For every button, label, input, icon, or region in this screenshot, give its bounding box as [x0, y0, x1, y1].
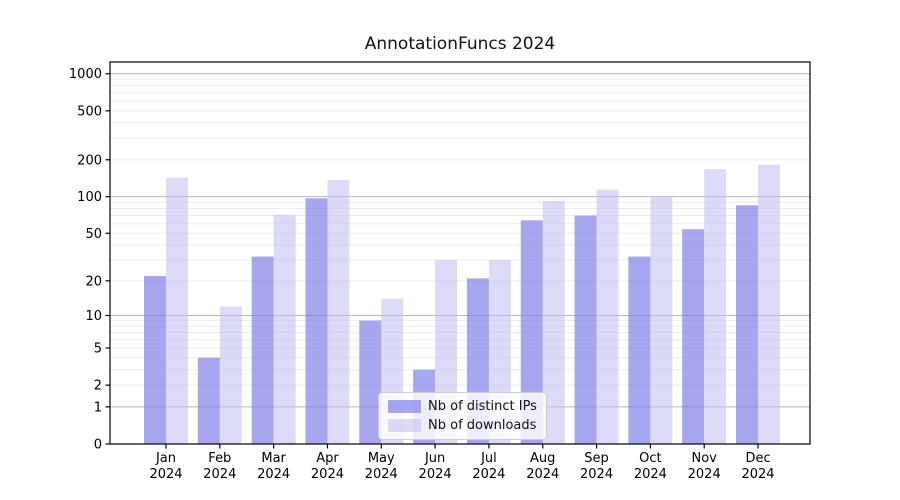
x-tick-label-year: 2024 [741, 467, 774, 482]
x-tick-label-year: 2024 [688, 467, 721, 482]
x-tick-label-year: 2024 [580, 467, 613, 482]
y-tick-label: 1000 [69, 67, 102, 82]
bar-downloads-oct [650, 196, 673, 444]
x-tick-label-month: Jan [155, 451, 176, 466]
y-tick-label: 100 [77, 190, 102, 205]
x-tick-label-year: 2024 [526, 467, 559, 482]
x-tick-label-year: 2024 [365, 467, 398, 482]
x-tick-label-year: 2024 [149, 467, 182, 482]
y-tick-label: 1 [94, 400, 102, 415]
x-tick-label-month: Mar [261, 451, 286, 466]
x-tick-label-month: Dec [745, 451, 770, 466]
bar-distinct-ips-jan [144, 275, 166, 444]
plot-border [109, 61, 811, 445]
bar-distinct-ips-dec [736, 205, 759, 444]
bar-distinct-ips-mar [251, 256, 274, 444]
bar-distinct-ips-apr [305, 198, 328, 444]
bar-downloads-sep [596, 189, 619, 444]
y-tick-label: 500 [77, 104, 102, 119]
y-tick-label: 2 [94, 379, 102, 394]
x-tick-label-year: 2024 [203, 467, 236, 482]
bar-distinct-ips-oct [628, 256, 651, 444]
y-tick-label: 20 [85, 274, 102, 289]
x-tick-label-year: 2024 [257, 467, 290, 482]
x-tick-label-month: Nov [692, 451, 718, 466]
y-tick-label: 10 [85, 309, 102, 324]
x-tick-label-year: 2024 [419, 467, 452, 482]
bar-downloads-mar [273, 214, 296, 444]
legend-item-downloads: Nb of downloads [388, 418, 537, 433]
x-tick-label-month: Jul [480, 451, 497, 466]
legend-label-distinct-ips: Nb of distinct IPs [428, 399, 537, 414]
x-tick-label-year: 2024 [472, 467, 505, 482]
bar-distinct-ips-sep [574, 215, 597, 444]
x-tick-label-month: Apr [316, 451, 339, 466]
bar-distinct-ips-nov [682, 229, 705, 444]
x-tick-label-year: 2024 [311, 467, 344, 482]
bar-distinct-ips-aug [520, 220, 543, 444]
x-tick-label-month: Sep [584, 451, 609, 466]
x-tick-label-month: May [368, 451, 395, 466]
bar-downloads-aug [542, 201, 565, 444]
bar-downloads-feb [219, 306, 242, 444]
legend-swatch-downloads [388, 419, 421, 432]
legend-swatch-distinct-ips [388, 400, 421, 413]
legend-label-downloads: Nb of downloads [428, 418, 537, 433]
x-tick-label-month: Feb [208, 451, 231, 466]
x-tick-label-month: Oct [639, 451, 661, 466]
bar-distinct-ips-feb [197, 357, 220, 444]
y-tick-label: 200 [77, 153, 102, 168]
x-tick-label-month: Jun [424, 451, 445, 466]
y-tick-label: 0 [94, 438, 102, 453]
bar-downloads-dec [758, 164, 781, 444]
y-tick-label: 5 [94, 341, 102, 356]
y-tick-label: 50 [85, 227, 102, 242]
chart-title: AnnotationFuncs 2024 [364, 34, 556, 54]
bar-downloads-apr [327, 179, 350, 445]
x-tick-label-month: Aug [530, 451, 555, 466]
bar-downloads-jan [166, 177, 188, 444]
x-tick-label-year: 2024 [634, 467, 667, 482]
bar-distinct-ips-may [359, 320, 382, 444]
legend: Nb of distinct IPs Nb of downloads [378, 392, 547, 440]
legend-item-distinct-ips: Nb of distinct IPs [388, 399, 537, 414]
bar-downloads-nov [704, 169, 727, 444]
